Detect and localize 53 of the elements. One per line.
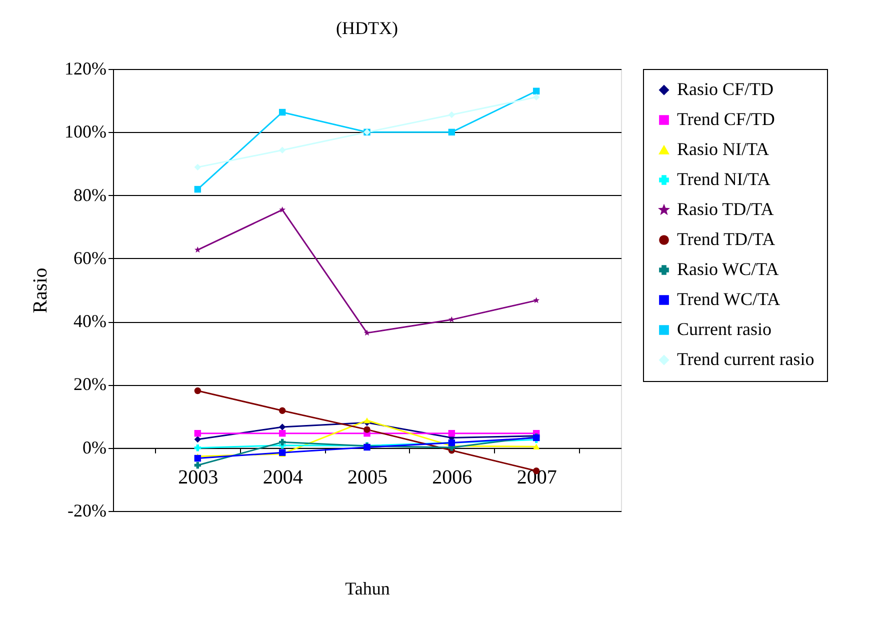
x-tick-label: 2004 — [262, 466, 303, 488]
point — [278, 146, 286, 154]
point — [194, 387, 202, 394]
point — [278, 430, 286, 437]
y-tick-label: -20% — [68, 500, 106, 520]
x-axis-title: Tahun — [345, 578, 390, 598]
point — [448, 128, 456, 136]
point — [194, 186, 202, 193]
y-tick-label: 20% — [74, 374, 106, 394]
x-tick-label: 2005 — [348, 466, 388, 488]
point — [194, 436, 202, 443]
point — [364, 417, 370, 424]
y-tick-label: 80% — [74, 184, 106, 205]
chart-title: (HDTX) — [336, 18, 398, 38]
x-tick-label: 2007 — [516, 466, 557, 488]
point — [533, 297, 540, 304]
x-tick-label: 2003 — [178, 466, 218, 488]
point — [448, 111, 456, 118]
y-tick-label: 40% — [74, 311, 106, 332]
legend-label: Rasio CF/TD — [677, 79, 774, 99]
point — [194, 164, 202, 171]
point — [279, 206, 286, 213]
y-tick-label: 0% — [82, 437, 106, 458]
legend-label: Rasio NI/TA — [677, 139, 770, 159]
point — [448, 430, 456, 437]
point — [278, 108, 286, 116]
point — [194, 462, 202, 469]
point — [364, 330, 370, 336]
point — [278, 407, 286, 414]
point — [194, 444, 202, 452]
legend-label: Trend current rasio — [677, 349, 814, 369]
point — [278, 438, 286, 446]
legend-label: Trend TD/TA — [677, 229, 776, 249]
legend-label: Rasio WC/TA — [677, 259, 779, 279]
legend-label: Rasio TD/TA — [677, 199, 774, 219]
legend-label: Current rasio — [677, 319, 772, 339]
point — [194, 454, 202, 462]
legend-label: Trend NI/TA — [677, 169, 770, 189]
legend-label: Trend CF/TD — [677, 109, 775, 129]
legend-label: Trend WC/TA — [677, 289, 780, 309]
point — [194, 430, 202, 437]
y-tick-label: 120% — [64, 58, 106, 78]
point — [532, 444, 540, 450]
point — [364, 426, 370, 433]
point — [448, 316, 455, 322]
point — [532, 88, 540, 94]
y-axis-title: Rasio — [30, 268, 52, 314]
point — [532, 94, 540, 100]
point — [194, 246, 201, 253]
y-tick-label: 100% — [64, 122, 106, 142]
x-tick-label: 2006 — [432, 466, 472, 488]
y-tick-label: 60% — [74, 248, 106, 268]
point — [278, 424, 286, 430]
